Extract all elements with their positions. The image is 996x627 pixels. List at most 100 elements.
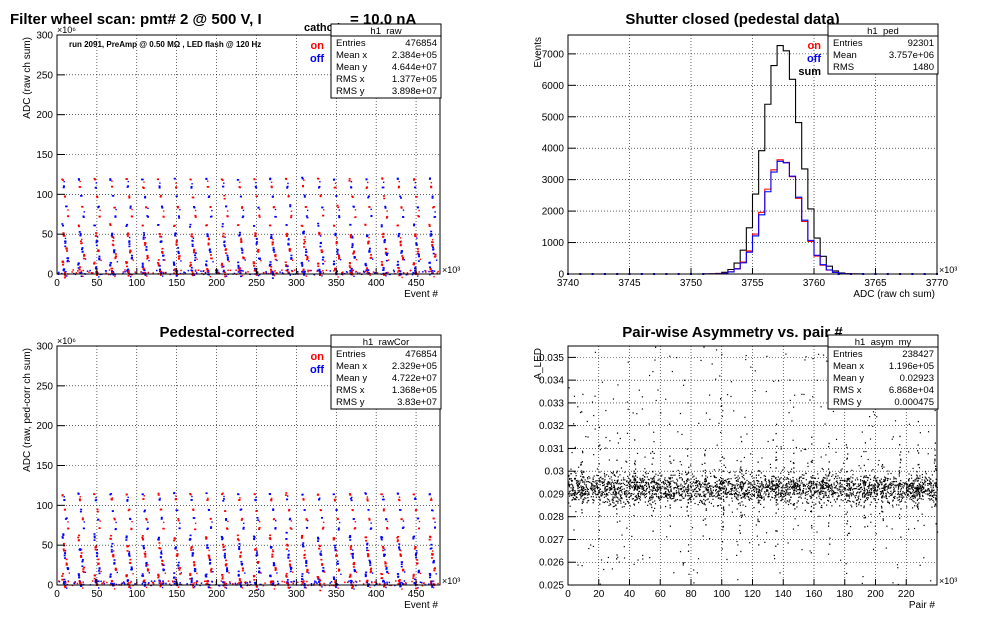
point-off [190, 269, 192, 271]
asym-point [868, 486, 869, 487]
point-on [433, 518, 435, 520]
asym-point [802, 491, 803, 492]
asym-point [741, 473, 742, 474]
point-baseline [437, 583, 439, 585]
point-off [352, 555, 354, 557]
point-baseline [100, 581, 102, 583]
asym-point [692, 489, 693, 490]
asym-point [612, 496, 613, 497]
asym-point [673, 498, 674, 499]
asym-point [626, 490, 627, 491]
asym-point [583, 499, 584, 500]
point-on [237, 538, 239, 540]
asym-point [730, 488, 731, 489]
asym-point [821, 481, 822, 482]
point-baseline [235, 270, 237, 272]
point-off [224, 557, 226, 559]
point-on [126, 494, 128, 496]
asym-point [915, 480, 916, 481]
point-off [270, 546, 272, 548]
point-off [191, 499, 193, 501]
point-baseline [124, 269, 126, 271]
asym-point [849, 496, 850, 497]
y-tick-label: 200 [36, 110, 53, 121]
x-tick-label: 150 [168, 278, 185, 289]
point-on [304, 550, 305, 551]
point-off [192, 555, 194, 557]
point-on [323, 522, 324, 523]
asym-point [749, 492, 750, 493]
asym-point [830, 488, 831, 489]
point-on [190, 494, 192, 496]
asym-point [927, 485, 928, 486]
asym-point [592, 486, 593, 487]
asym-point [629, 484, 630, 485]
point-off [403, 209, 404, 210]
point-off [429, 266, 431, 268]
point-baseline [235, 583, 237, 585]
asym-point [613, 500, 614, 501]
point-on [159, 548, 161, 550]
point-on [161, 251, 163, 253]
point-on [179, 567, 181, 569]
asym-point [732, 494, 733, 495]
point-off [290, 274, 291, 275]
point-on [432, 239, 433, 240]
asym-point [629, 479, 630, 480]
point-on [396, 225, 398, 227]
asym-point [898, 500, 899, 501]
asym-point [696, 480, 697, 481]
point-on [237, 535, 239, 537]
asym-point [653, 477, 654, 478]
point-on [306, 571, 308, 573]
asym-point [771, 478, 772, 479]
point-on [317, 494, 319, 496]
asym-point [577, 480, 578, 481]
point-off [157, 539, 159, 541]
asym-point [901, 501, 902, 502]
point-baseline [264, 582, 266, 584]
asym-point [831, 476, 832, 477]
point-off [243, 210, 244, 211]
asym-point [826, 505, 827, 506]
asym-point [685, 487, 686, 488]
point-on [131, 521, 132, 522]
asym-point [608, 505, 609, 506]
point-off [318, 187, 320, 189]
point-on [367, 496, 368, 497]
asym-point [753, 507, 754, 508]
point-off [238, 548, 240, 550]
point-off [237, 265, 239, 267]
asym-point [604, 481, 605, 482]
asym-point [734, 496, 735, 497]
asym-point [879, 480, 880, 481]
asym-point [756, 489, 757, 490]
asym-point [733, 490, 734, 491]
asym-point [791, 488, 792, 489]
point-off [290, 587, 291, 588]
point-on [370, 568, 372, 570]
point-on [317, 576, 319, 578]
point-baseline [353, 582, 355, 584]
asym-point [930, 485, 931, 486]
point-on [367, 241, 369, 243]
point-off [273, 562, 275, 564]
point-baseline [204, 581, 206, 583]
point-off [174, 178, 176, 180]
point-off [111, 546, 113, 548]
asym-point [925, 476, 926, 477]
asym-point [595, 480, 596, 481]
point-off [99, 567, 101, 569]
asym-point [928, 477, 929, 478]
asym-point [595, 494, 596, 495]
asym-point [613, 472, 614, 473]
point-off [414, 498, 416, 500]
point-on [66, 559, 68, 561]
point-off [113, 563, 115, 565]
point-off [256, 552, 258, 554]
point-on [210, 206, 212, 208]
asym-point [576, 483, 577, 484]
asym-point [611, 479, 612, 480]
